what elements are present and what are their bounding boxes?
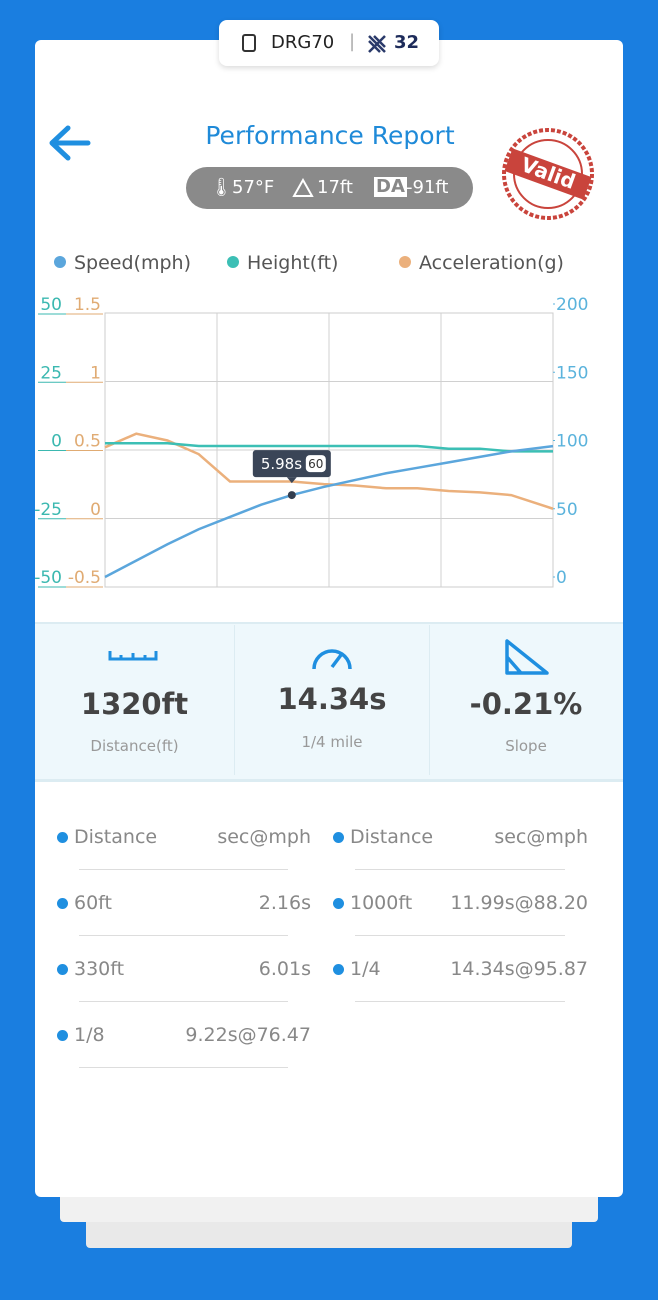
cell-text: Distance: [74, 826, 158, 848]
table-distance: 1/8: [57, 1024, 105, 1046]
device-pill[interactable]: DRG70 | 32: [219, 20, 439, 66]
row-sep: [79, 935, 288, 936]
density-altitude: -91ft: [406, 177, 449, 198]
chart: 50 25 0 -25 -50 1.5 1 0.5 0 -0.5 200 150 100 50 0 Speed…: [34, 252, 588, 588]
bullet: [57, 898, 68, 909]
tick-label: -25: [34, 500, 62, 520]
table-time: 14.34s@95.87: [450, 958, 588, 980]
cell-text: 1/8: [74, 1024, 105, 1046]
tick-label: 50: [40, 295, 62, 315]
tooltip-chip: [305, 455, 326, 473]
tick-label: -50: [34, 568, 62, 588]
tick-label: -0.5: [68, 568, 101, 588]
stat-distance: 1320ft Distance(ft): [35, 625, 234, 775]
cell-text: 1/4: [350, 958, 381, 980]
stat-value: 1320ft: [80, 687, 189, 721]
report-card: [35, 40, 623, 1197]
stat-label: Distance(ft): [90, 737, 179, 755]
tick-label: 50: [556, 500, 578, 520]
tick-label: 0: [51, 432, 62, 452]
tick-label: 1: [90, 363, 101, 383]
tick-label: 1.5: [74, 295, 101, 315]
row-sep: [355, 935, 565, 936]
stat-label: 1/4 mile: [301, 733, 363, 751]
legend-label: Speed(mph): [74, 252, 191, 274]
stat-value: 14.34s: [277, 682, 387, 716]
series-line: [105, 441, 553, 453]
table-header: Distance: [333, 826, 433, 848]
series-line: [104, 444, 554, 579]
valid-stamp: Valid: [502, 128, 594, 220]
stat-label: Slope: [505, 737, 547, 755]
row-sep: [355, 869, 565, 870]
stats-panel: [35, 622, 623, 782]
device-name: DRG70: [271, 32, 335, 53]
phone-icon: [242, 34, 256, 52]
tooltip-point: [287, 491, 296, 500]
table-time: 11.99s@88.20: [450, 892, 588, 914]
tick-label: 25: [40, 363, 62, 383]
row-sep: [355, 1001, 565, 1002]
table-distance: 1/4: [333, 958, 381, 980]
tick-label: 200: [556, 295, 588, 315]
badge-icon: [368, 35, 386, 53]
elevation-icon: [292, 178, 314, 197]
row-sep: [79, 869, 288, 870]
legend-label: Height(ft): [247, 252, 338, 274]
table-time: 2.16s: [258, 892, 311, 914]
divider: |: [349, 31, 356, 52]
bullet: [57, 964, 68, 975]
stat-value: -0.21%: [469, 687, 583, 721]
table-time: 9.22s@76.47: [185, 1024, 311, 1046]
stat-slope: -0.21% Slope: [429, 625, 623, 775]
da-label: DA: [374, 176, 407, 197]
bullet: [333, 832, 344, 843]
cell-text: 60ft: [74, 892, 112, 914]
cell-text: Distance: [350, 826, 434, 848]
slope-icon: [505, 639, 549, 675]
table-distance: 1000ft: [333, 892, 412, 914]
ruler-icon: [108, 651, 158, 661]
bullet: [333, 898, 344, 909]
table-distance: 330ft: [57, 958, 124, 980]
legend-dot: [54, 256, 66, 268]
bullet: [333, 964, 344, 975]
back-button[interactable]: [46, 124, 92, 162]
table-header: sec@mph: [494, 826, 588, 848]
tick-label: 150: [556, 363, 588, 383]
badge-count: 32: [394, 32, 420, 53]
elevation: 17ft: [317, 177, 353, 198]
row-sep: [79, 1001, 288, 1002]
table-header: Distance: [57, 826, 157, 848]
tick-label: 0: [90, 500, 101, 520]
tooltip-value: 60: [308, 457, 323, 471]
stat-time: 14.34s 1/4 mile: [234, 625, 430, 775]
cell-text: 1000ft: [350, 892, 413, 914]
temp-icon: 🌡: [210, 177, 233, 198]
tick-label: 100: [556, 432, 588, 452]
page-title: Performance Report: [205, 121, 455, 150]
tooltip-label: 5.98s: [261, 455, 302, 473]
cell-text: 330ft: [74, 958, 125, 980]
tick-label: 0.5: [74, 432, 101, 452]
stamp-text: Valid: [518, 152, 579, 194]
table-header: sec@mph: [217, 826, 311, 848]
legend-dot: [227, 256, 239, 268]
tick-label: 0: [556, 568, 567, 588]
legend-label: Acceleration(g): [419, 252, 564, 274]
bullet: [57, 832, 68, 843]
conditions-pill: 🌡 57°F 17ft DA -91ft: [186, 167, 473, 209]
row-sep: [79, 1067, 288, 1068]
bullet: [57, 1030, 68, 1041]
table-distance: 60ft: [57, 892, 112, 914]
gauge-icon: [312, 649, 352, 670]
temperature: 57°F: [232, 177, 275, 198]
tooltip-arrow: [286, 477, 297, 484]
table-time: 6.01s: [258, 958, 311, 980]
legend-dot: [399, 256, 411, 268]
